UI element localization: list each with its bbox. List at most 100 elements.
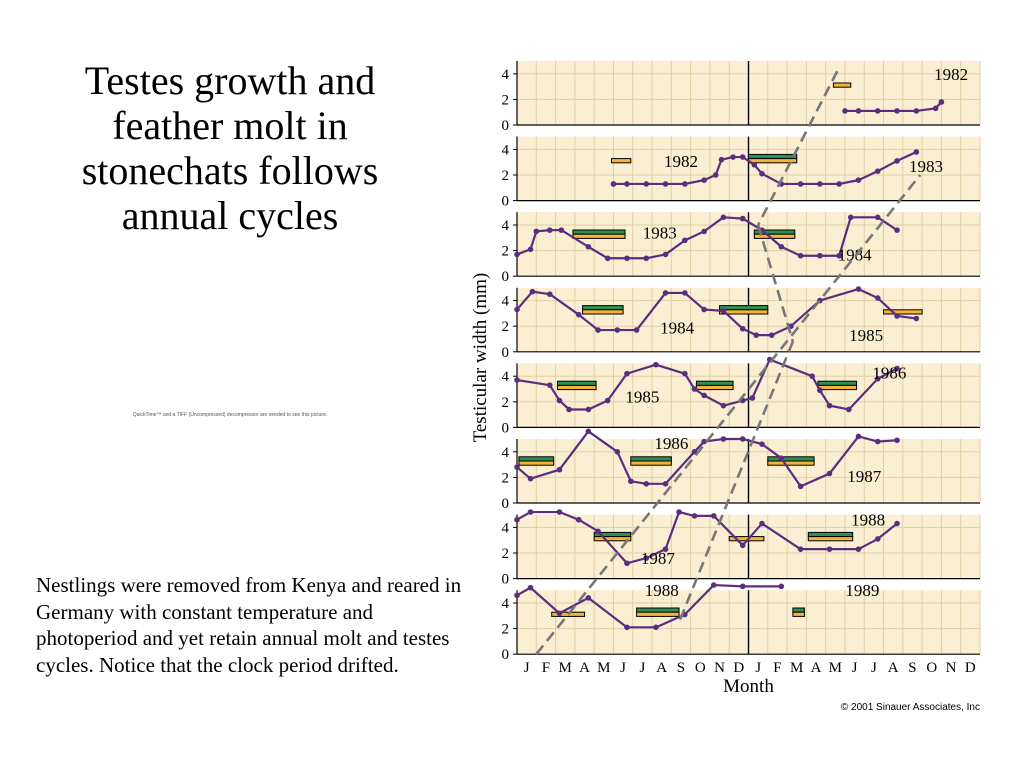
- data-point: [558, 227, 565, 233]
- molt-bar: [748, 153, 798, 160]
- data-point: [624, 370, 630, 377]
- data-point: [624, 624, 630, 631]
- data-point: [691, 513, 698, 519]
- phase-drift-dashed-line: [756, 70, 839, 226]
- data-point: [546, 291, 553, 297]
- molt-bar: [630, 460, 672, 466]
- data-point: [894, 108, 900, 114]
- data-point: [624, 181, 630, 187]
- data-point: [749, 395, 756, 401]
- y-tick-label: 0: [502, 647, 510, 663]
- y-tick-label: 4: [502, 218, 510, 234]
- y-tick-label: 0: [502, 194, 510, 210]
- data-point: [855, 108, 862, 114]
- y-tick-label: 2: [502, 470, 510, 486]
- month-tick-label: M: [790, 660, 803, 676]
- data-point: [701, 177, 707, 183]
- data-point: [643, 481, 650, 487]
- y-tick-label: 2: [502, 319, 510, 335]
- data-point: [633, 327, 640, 333]
- data-point: [874, 214, 881, 221]
- data-point: [527, 509, 534, 515]
- data-point: [778, 455, 785, 462]
- testes-molt-chart: 0241982024198219830241983198402419841985…: [466, 56, 984, 721]
- data-point: [546, 382, 553, 388]
- data-point: [797, 252, 804, 259]
- data-point: [676, 509, 682, 515]
- data-point: [809, 373, 815, 380]
- molt-bar: [817, 384, 858, 391]
- month-tick-label: J: [871, 660, 877, 676]
- slide-title: Testes growth and feather molt in stonec…: [81, 58, 379, 238]
- data-point: [797, 181, 804, 187]
- month-tick-label: D: [733, 660, 744, 676]
- data-point: [894, 158, 900, 164]
- molt-bar: [695, 384, 734, 391]
- data-point: [913, 149, 920, 155]
- y-tick-label: 0: [502, 345, 510, 361]
- y-tick-label: 0: [502, 118, 510, 134]
- data-point: [720, 436, 727, 442]
- molt-bar: [817, 380, 858, 386]
- y-tick-label: 2: [502, 92, 510, 108]
- y-tick-label: 2: [502, 244, 510, 260]
- month-tick-label: M: [597, 660, 610, 676]
- y-tick-label: 4: [502, 369, 510, 385]
- month-tick-label: J: [620, 660, 626, 676]
- year-label: 1983: [909, 157, 943, 176]
- panel-8: 0 2 4 1988 1989: [502, 581, 981, 663]
- data-point: [778, 583, 785, 590]
- year-label: 1988: [851, 511, 885, 530]
- panel-2: 0 2 4 1982 1983: [502, 136, 981, 210]
- molt-bar: [572, 233, 626, 239]
- data-point: [628, 478, 634, 485]
- slide-caption: Nestlings were removed from Kenya and re…: [36, 573, 462, 677]
- month-tick-label: J: [852, 660, 858, 676]
- molt-bar: [582, 305, 624, 311]
- year-label: 1986: [872, 363, 906, 382]
- data-point: [710, 513, 717, 519]
- year-label: 1986: [654, 434, 688, 453]
- data-point: [585, 243, 592, 250]
- data-point: [759, 441, 765, 447]
- phase-drift-dashed-line: [535, 174, 922, 656]
- y-axis-label: Testicular width (mm): [470, 273, 491, 443]
- testes-line: [516, 216, 898, 260]
- data-point: [614, 327, 621, 333]
- month-tick-label: N: [946, 660, 957, 676]
- data-point: [556, 466, 563, 473]
- molt-bar: [807, 536, 854, 542]
- data-point: [739, 325, 746, 332]
- data-point: [894, 365, 900, 372]
- year-label: 1987: [847, 467, 882, 486]
- data-point: [874, 438, 881, 445]
- data-point: [817, 387, 823, 394]
- testes-line: [516, 287, 917, 337]
- data-point: [527, 584, 534, 591]
- month-tick-label: A: [811, 660, 822, 676]
- data-point: [585, 406, 592, 413]
- data-point: [566, 406, 572, 413]
- molt-bar: [593, 536, 632, 542]
- data-point: [712, 172, 719, 178]
- data-point: [739, 215, 746, 222]
- molt-bar: [611, 158, 632, 164]
- data-point: [643, 181, 650, 187]
- data-point: [894, 313, 900, 319]
- data-point: [855, 433, 862, 440]
- y-tick-label: 0: [502, 496, 510, 512]
- molt-bar: [636, 611, 680, 617]
- data-point: [556, 509, 563, 515]
- molt-bar: [636, 607, 680, 613]
- panel-1: 0 2 4 1982: [502, 61, 981, 134]
- molt-bar: [767, 456, 815, 462]
- molt-bar: [695, 380, 734, 386]
- month-tick-label: J: [755, 660, 761, 676]
- data-point: [701, 392, 707, 399]
- data-point: [842, 108, 848, 114]
- quicktime-placeholder-note: QuickTime™ and a TIFF (Uncompressed) dec…: [132, 412, 328, 418]
- y-tick-label: 4: [502, 142, 510, 158]
- data-point: [739, 154, 746, 160]
- data-point: [826, 470, 833, 477]
- molt-bar: [792, 607, 805, 613]
